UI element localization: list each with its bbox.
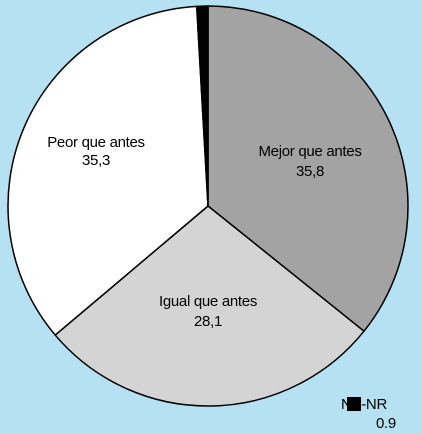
pie-slice [195, 5, 209, 207]
legend-value: 0.9 [376, 415, 396, 432]
pie-slice [7, 5, 209, 337]
pie-slice [54, 205, 366, 407]
slice-value: 35,3 [82, 152, 110, 169]
slice-value: 35,8 [296, 163, 324, 180]
pie-slice [207, 5, 409, 333]
slice-label: Mejor que antes [258, 143, 361, 160]
legend-swatch [347, 397, 361, 411]
slice-label: Peor que antes [47, 134, 145, 151]
slice-value: 28,1 [194, 313, 222, 330]
legend-label: NS-NR [341, 396, 387, 413]
slice-label: Igual que antes [159, 293, 257, 310]
